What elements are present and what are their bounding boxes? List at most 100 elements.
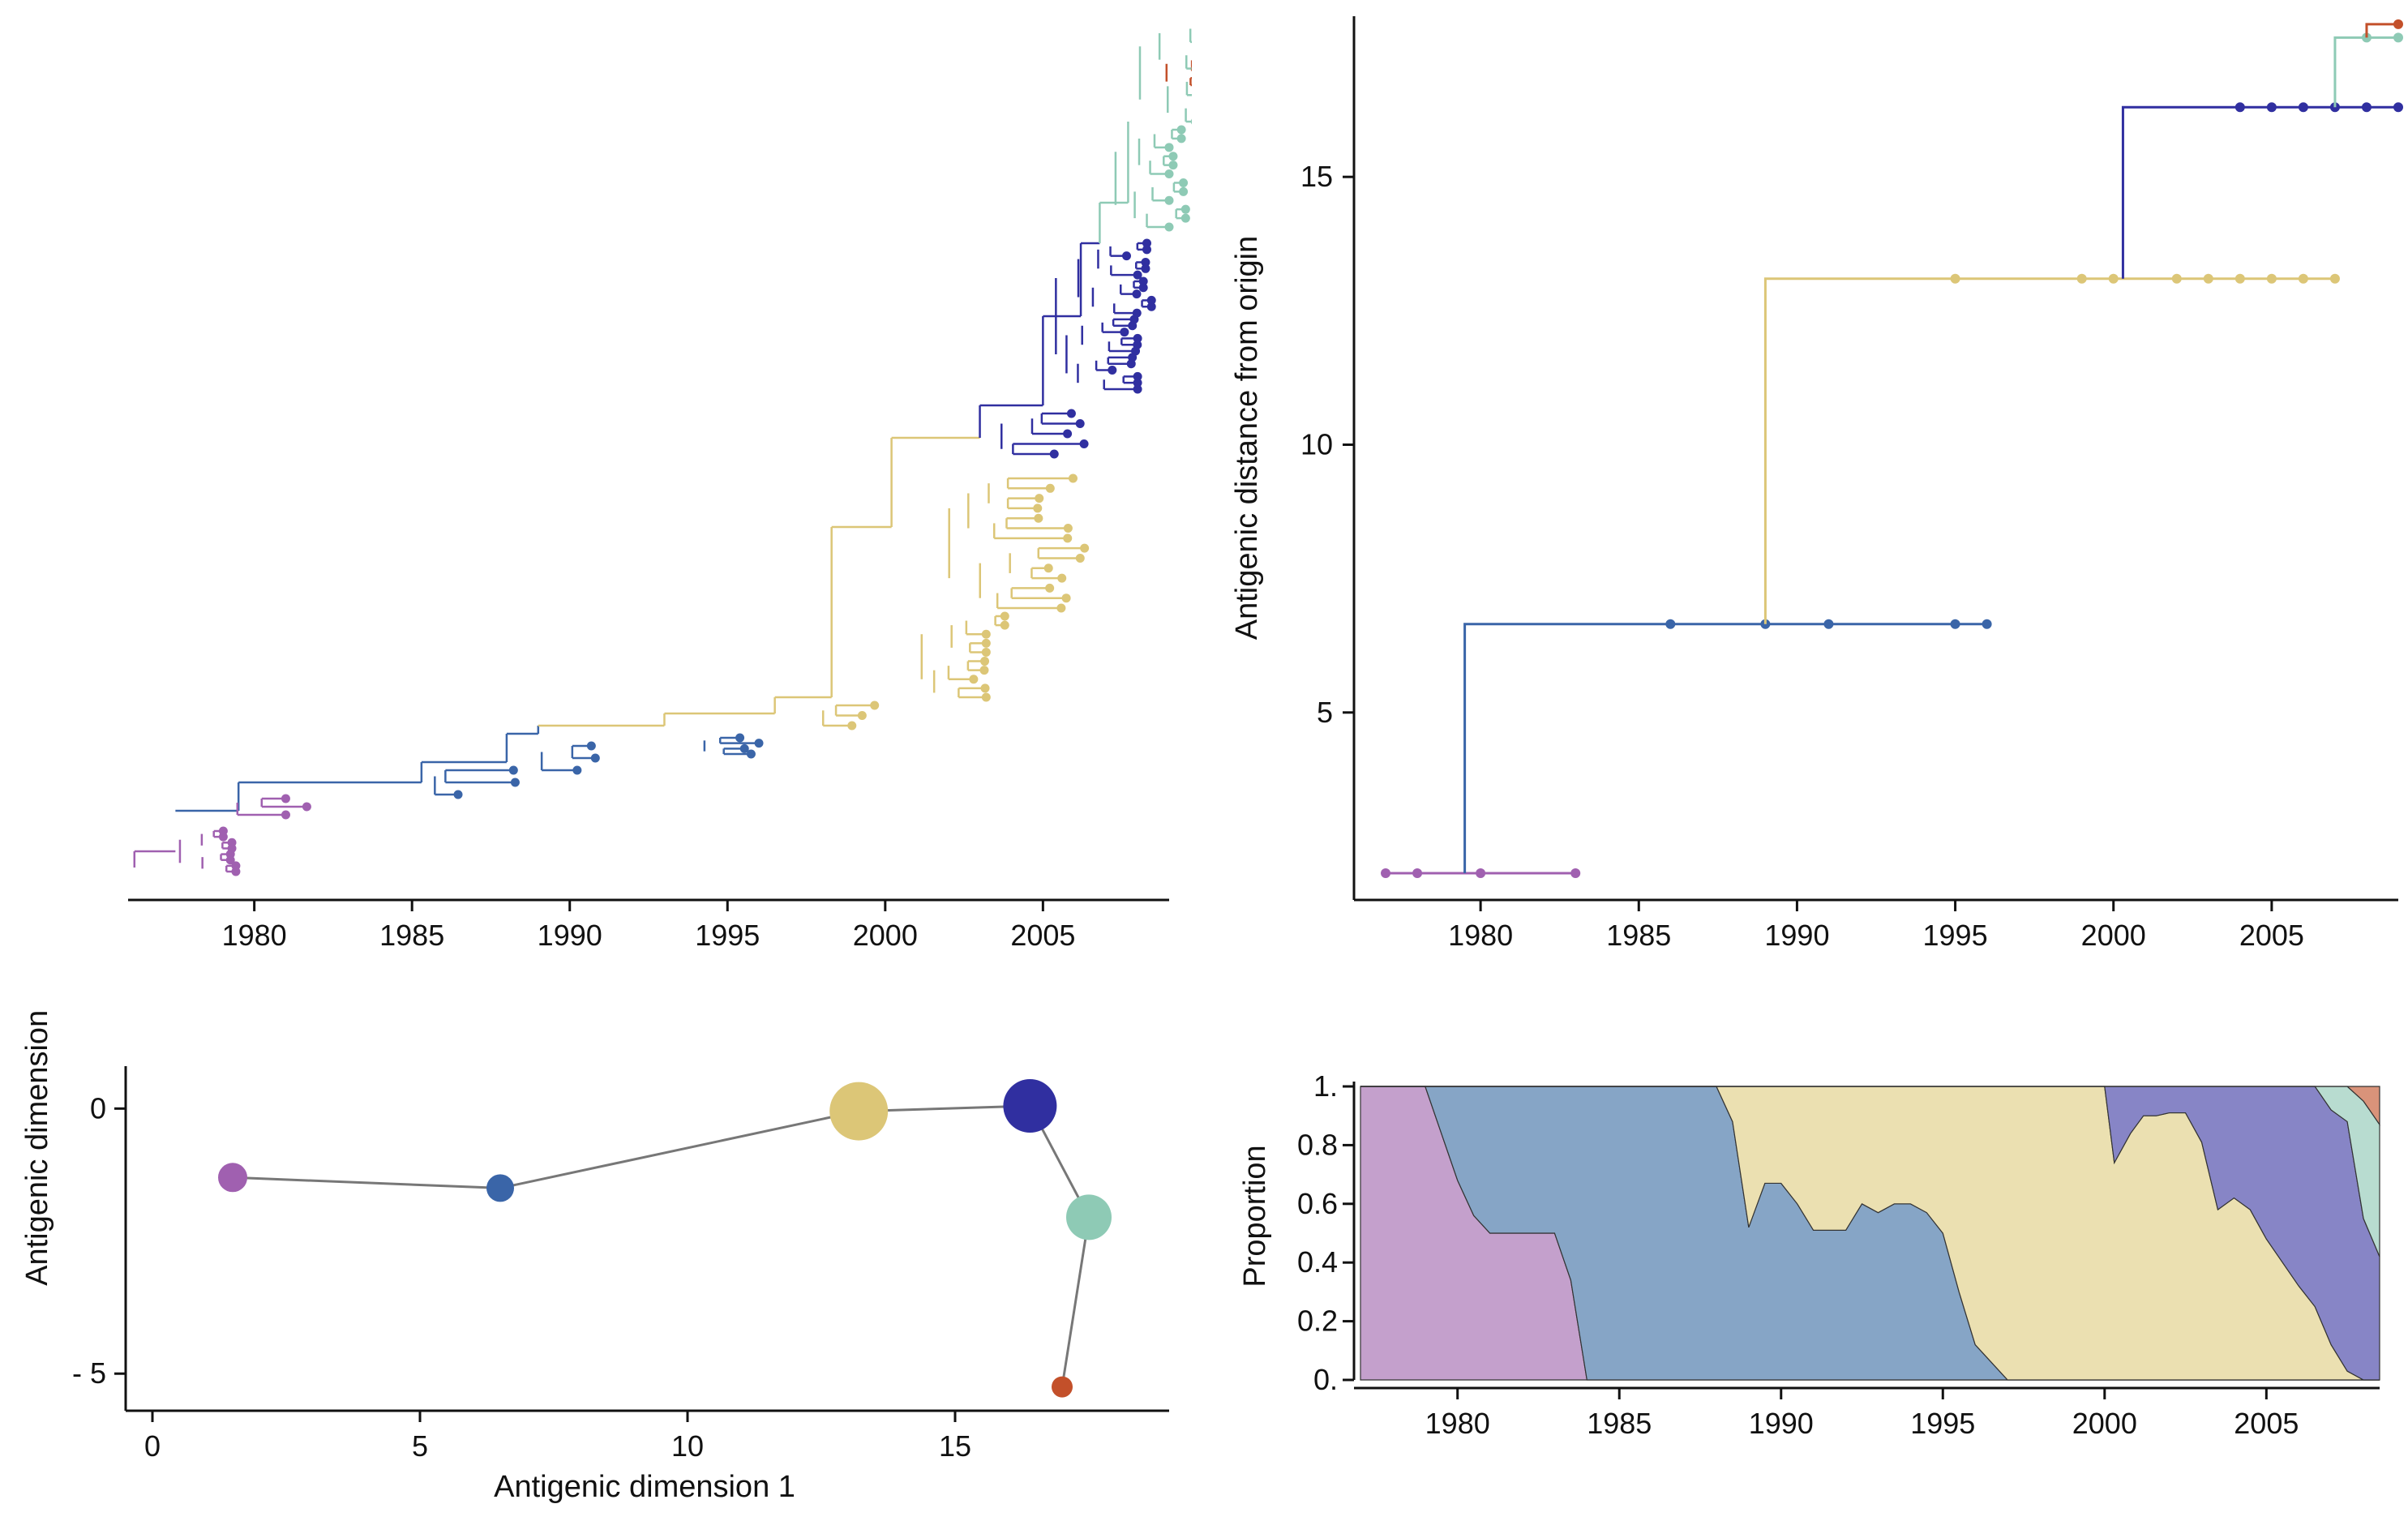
tree-tip xyxy=(1120,328,1129,337)
tree-tip xyxy=(510,778,520,787)
tree-tip xyxy=(754,739,764,748)
tree-x-tick-label: 2005 xyxy=(1010,919,1075,952)
tree-branches xyxy=(133,28,1192,873)
distance-axes: 1980 1985 1990 1995 2000 2005 5 10 15 xyxy=(1300,16,2398,952)
tree-x-tick-label: 2000 xyxy=(853,919,918,952)
tree-tip xyxy=(1180,204,1190,214)
proportion-area xyxy=(1360,1086,2380,1126)
map-x-tick-label: 0 xyxy=(144,1429,161,1463)
tree-tip xyxy=(1057,573,1067,583)
tree-tip xyxy=(746,749,756,759)
proportion-axes: 1980 1985 1990 1995 2000 2005 0. 0.2 0.4 0.6 0.8 1. xyxy=(1297,1069,2380,1440)
map-link xyxy=(1060,1217,1090,1387)
distance-y-tick-label: 15 xyxy=(1300,160,1333,193)
map-y-axis-title: Antigenic dimension 2 xyxy=(20,1005,54,1286)
tree-tip xyxy=(1164,222,1174,232)
tree-x-tick-label: 1990 xyxy=(538,919,602,952)
map-points xyxy=(218,1079,1112,1398)
distance-series-line xyxy=(2121,105,2398,279)
tree-tip xyxy=(981,647,991,657)
tree-tip xyxy=(1045,483,1055,493)
distance-series-line xyxy=(1463,623,1987,873)
distance-point xyxy=(1982,619,1992,629)
proportion-x-tick-label: 1990 xyxy=(1749,1407,1814,1440)
tree-tip xyxy=(1146,295,1156,305)
map-point xyxy=(486,1174,514,1202)
map-link xyxy=(232,1176,501,1189)
distance-point xyxy=(2266,273,2277,284)
distance-x-tick-label: 1995 xyxy=(1923,919,1988,952)
tree-tip xyxy=(1138,276,1148,286)
proportion-y-tick-label: 0.4 xyxy=(1297,1245,1338,1279)
map-links xyxy=(232,1104,1090,1387)
tree-tip xyxy=(980,683,990,693)
distance-x-tick-label: 1985 xyxy=(1606,919,1671,952)
distance-series-line xyxy=(2333,36,2398,108)
tree-tip xyxy=(1121,251,1131,261)
tree-x-tick-label: 1980 xyxy=(222,919,287,952)
tree-tip xyxy=(1168,152,1178,161)
map-y-tick-label: 0 xyxy=(90,1091,106,1125)
distance-point xyxy=(2393,32,2403,43)
map-y-tick-label: - 5 xyxy=(72,1356,106,1390)
map-x-tick-label: 15 xyxy=(939,1429,971,1463)
tree-tip xyxy=(1180,213,1190,223)
distance-point xyxy=(1950,273,1960,284)
tree-tip xyxy=(1061,593,1071,603)
tree-tip xyxy=(1138,283,1148,293)
tree-x-tick-label: 1985 xyxy=(379,919,444,952)
distance-series-line xyxy=(2365,23,2398,38)
tree-tip xyxy=(225,855,235,865)
tree-tip xyxy=(1141,257,1150,267)
tree-tip xyxy=(981,638,991,648)
tree-tip xyxy=(1049,449,1059,459)
map-x-axis-title: Antigenic dimension 1 xyxy=(494,1470,795,1504)
proportion-chart: 1980 1985 1990 1995 2000 2005 0. 0.2 0.4 0.6 0.8 1.… xyxy=(1238,1069,2380,1440)
tree-tip xyxy=(1075,553,1085,563)
tree-tip xyxy=(453,790,463,799)
distance-point xyxy=(2298,102,2308,113)
tree-tip xyxy=(1133,270,1142,280)
tree-tip xyxy=(1141,263,1150,273)
tree-tip xyxy=(870,701,880,710)
distance-point xyxy=(1412,868,1423,878)
tree-tip xyxy=(1000,611,1009,621)
distance-point xyxy=(2076,273,2087,284)
proportion-x-tick-label: 1980 xyxy=(1425,1407,1490,1440)
tree-tip xyxy=(1142,245,1151,255)
distance-x-tick-label: 2005 xyxy=(2239,919,2304,952)
tree-tip xyxy=(1056,603,1066,613)
antigenic-map-chart: 0 5 10 15 0 - 5 Antigenic dimension 1 Antigen… xyxy=(20,1005,1169,1504)
proportion-x-tick-label: 2000 xyxy=(2072,1407,2137,1440)
distance-x-tick-label: 2000 xyxy=(2081,919,2146,952)
distance-point xyxy=(2298,273,2308,284)
antigenic-map-panel: 0 5 10 15 0 - 5 Antigenic dimension 1 Antigen… xyxy=(0,1005,1192,1521)
distance-point xyxy=(2234,102,2245,113)
distance-y-tick-label: 10 xyxy=(1300,427,1333,461)
tree-tip xyxy=(1133,371,1142,381)
tree-tip xyxy=(590,753,600,763)
tree-tip xyxy=(1133,384,1142,394)
tree-tip xyxy=(1191,66,1192,71)
distance-point xyxy=(1823,619,1834,629)
distance-point xyxy=(2329,273,2340,284)
antigenic-distance-panel: 1980 1985 1990 1995 2000 2005 5 10 15 Antigenic … xyxy=(1200,0,2408,973)
tree-tip xyxy=(231,867,241,876)
tree-tip xyxy=(980,657,990,666)
proportion-y-tick-label: 0. xyxy=(1313,1363,1338,1396)
distance-point xyxy=(2266,102,2277,113)
distance-y-tick-label: 5 xyxy=(1317,696,1333,729)
tree-tip xyxy=(586,741,596,751)
map-point xyxy=(218,1163,247,1193)
map-x-tick-label: 10 xyxy=(671,1429,704,1463)
proportion-x-tick-label: 1985 xyxy=(1587,1407,1652,1440)
tree-tip xyxy=(1146,302,1156,311)
proportion-y-tick-label: 0.2 xyxy=(1297,1305,1338,1338)
distance-point xyxy=(2361,102,2372,113)
tree-tip xyxy=(281,810,290,820)
proportion-y-tick-label: 0.8 xyxy=(1297,1128,1338,1161)
distance-point xyxy=(2108,273,2119,284)
tree-tip xyxy=(1063,524,1073,533)
tree-tip xyxy=(1108,366,1117,375)
tree-tip xyxy=(857,711,867,720)
